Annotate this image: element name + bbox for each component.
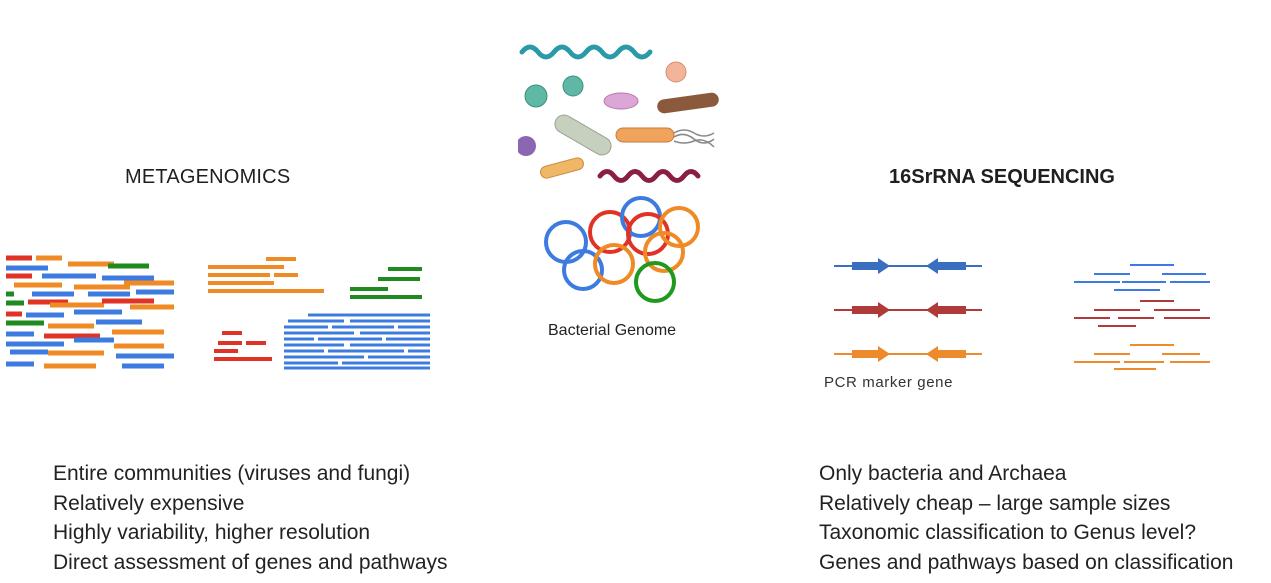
rod-bacterium-grey — [554, 114, 612, 156]
metagenomics-point: Entire communities (viruses and fungi) — [53, 462, 411, 485]
round-bacterium — [562, 75, 584, 97]
reverse-primer-arrow — [926, 258, 966, 274]
rod-bacterium-orange — [615, 127, 675, 143]
16s-point: Genes and pathways based on classificati… — [819, 550, 1234, 574]
spiral-bacterium-teal — [519, 44, 653, 60]
round-bacterium — [524, 84, 548, 108]
reverse-primer-arrow — [926, 302, 966, 318]
genome-ring — [634, 261, 676, 303]
genome-rings-illustration — [544, 196, 700, 303]
forward-primer-arrow — [852, 302, 890, 318]
16s-sequencing-title: 16SrRNA SEQUENCING — [889, 166, 1115, 188]
rod-bacterium-brown — [657, 92, 719, 114]
genome-ring — [658, 206, 700, 248]
rod-bacterium-small — [540, 157, 584, 179]
amplicon-reads-illustration — [1074, 264, 1210, 370]
flagella — [673, 129, 715, 148]
metagenomics-point: Highly variability, higher resolution — [53, 521, 371, 544]
metagenomic-reads-binned — [208, 257, 430, 370]
oval-bacterium — [603, 92, 639, 110]
16s-sequencing-points: Only bacteria and Archaea Relatively che… — [819, 459, 1233, 577]
16s-point: Relatively cheap – large sample sizes — [819, 491, 1171, 515]
forward-primer-arrow — [852, 346, 890, 362]
spiral-bacterium-maroon — [597, 169, 701, 183]
round-bacterium — [665, 61, 687, 83]
metagenomics-points: Entire communities (viruses and fungi) R… — [53, 459, 448, 577]
metagenomic-reads-mixed — [6, 255, 174, 369]
genome-ring — [593, 243, 635, 285]
bacteria-illustration — [518, 44, 719, 183]
round-bacterium-purple — [518, 136, 536, 156]
forward-primer-arrow — [852, 258, 890, 274]
16s-point: Only bacteria and Archaea — [819, 462, 1067, 485]
metagenomics-point: Direct assessment of genes and pathways — [53, 550, 448, 574]
genome-ring — [562, 249, 604, 291]
metagenomics-point: Relatively expensive — [53, 491, 245, 515]
bacterial-genome-label: Bacterial Genome — [548, 322, 677, 339]
genome-ring — [643, 231, 685, 273]
pcr-marker-gene-label: PCR marker gene — [824, 374, 954, 391]
metagenomics-title: METAGENOMICS — [125, 166, 291, 188]
pcr-marker-gene-illustration — [834, 258, 982, 362]
reverse-primer-arrow — [926, 346, 966, 362]
16s-point: Taxonomic classification to Genus level? — [819, 521, 1197, 544]
genome-ring — [544, 220, 588, 264]
